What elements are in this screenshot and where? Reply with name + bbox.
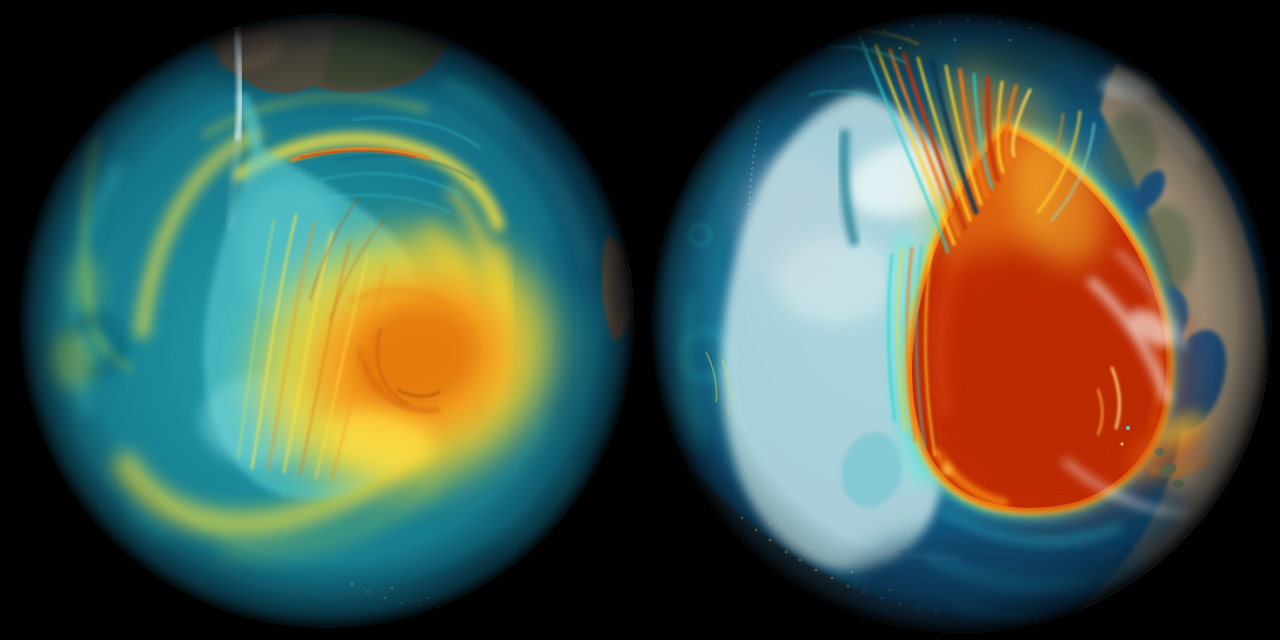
right-globe bbox=[652, 13, 1272, 633]
right-globe-limb-shading bbox=[652, 13, 1272, 633]
left-globe bbox=[20, 14, 634, 628]
left-globe-limb-shading bbox=[20, 14, 634, 628]
